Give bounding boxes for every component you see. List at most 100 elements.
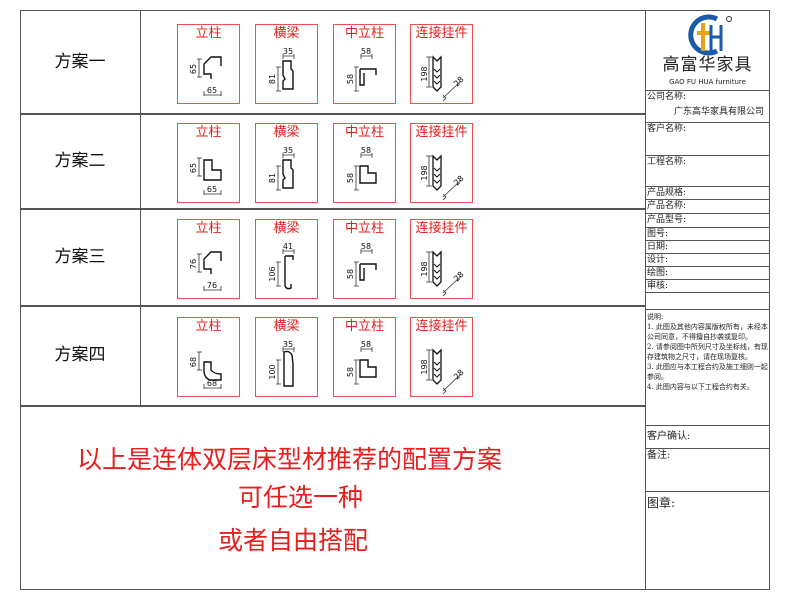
- product-name-field[interactable]: 产品名称:: [645, 200, 770, 214]
- profile-title: 中立柱: [344, 124, 384, 140]
- dimension-label: 68: [189, 357, 198, 367]
- note-item: 1. 此图及其他内容属版权所有，未经本公司同意，不得擅自抄袭或复印。: [647, 323, 768, 341]
- title-block-divider: [645, 10, 646, 590]
- dimension-label: 65: [207, 185, 217, 194]
- notes-section: 说明: 1. 此图及其他内容属版权所有，未经本公司同意，不得擅自抄袭或复印。 2…: [645, 310, 770, 426]
- draft-field[interactable]: 绘图:: [645, 267, 770, 280]
- notes-title: 说明:: [647, 313, 664, 321]
- scheme-label: 方案三: [54, 246, 106, 267]
- dimension-label: 58: [346, 367, 355, 377]
- profile-cell: 连接挂件 198 28: [410, 122, 473, 203]
- row-divider: [20, 305, 645, 307]
- profile-cell: 中立柱 58 58: [333, 317, 396, 397]
- logo-mark-icon: [688, 14, 732, 56]
- profile-section-drawing: 65 65: [189, 157, 222, 195]
- profile-title: 横梁: [273, 319, 300, 334]
- dimension-label: 58: [361, 242, 371, 251]
- dimension-label: 35: [283, 340, 293, 349]
- profile-title: 连接挂件: [415, 25, 468, 41]
- profile-cell: 中立柱 58 58: [333, 122, 396, 203]
- profile-title: 连接挂件: [415, 220, 468, 236]
- dimension-label: 35: [283, 47, 293, 56]
- profile-section-drawing: 198 28: [420, 54, 466, 101]
- profile-cell: 中立柱 58 58: [333, 218, 396, 299]
- review-field[interactable]: 审核:: [645, 280, 770, 293]
- dimension-label: 198: [420, 165, 429, 180]
- profile-cell: 立柱 65 65: [177, 122, 240, 203]
- project-field[interactable]: 工程名称:: [645, 156, 770, 187]
- dimension-label: 76: [189, 258, 198, 268]
- dimension-label: 106: [268, 266, 277, 281]
- design-field[interactable]: 设计:: [645, 254, 770, 267]
- dimension-label: 58: [361, 47, 371, 56]
- dimension-label: 58: [361, 146, 371, 155]
- dimension-label: 198: [420, 66, 429, 81]
- profile-cell: 连接挂件 198 28: [410, 23, 473, 104]
- profile-title: 立柱: [195, 319, 222, 334]
- spec-label: 产品规格:: [647, 188, 687, 198]
- dimension-label: 58: [346, 172, 355, 182]
- profile-title: 立柱: [195, 220, 222, 236]
- profile-cell: 连接挂件 198 28: [410, 317, 473, 397]
- model-label: 产品型号:: [647, 215, 687, 225]
- profile-section-drawing: 35 100: [268, 340, 295, 387]
- profile-cell: 立柱 65 65: [177, 23, 240, 104]
- profile-cell: 连接挂件 198 28: [410, 218, 473, 299]
- company-value: 广东高华家具有限公司: [673, 107, 764, 117]
- logo-chinese-name: 高富华家具: [662, 55, 753, 75]
- profile-title: 连接挂件: [415, 319, 468, 334]
- remark-field[interactable]: 备注:: [645, 449, 770, 492]
- dimension-label: 65: [189, 162, 198, 172]
- note-item: 4. 此图内容与以下工程合约有关。: [647, 383, 754, 391]
- product-name-label: 产品名称:: [647, 201, 687, 211]
- dimension-label: 28: [452, 173, 466, 187]
- dimension-label: 81: [268, 73, 277, 83]
- blank-field: [645, 293, 770, 310]
- profile-cell: 横梁 35 81: [255, 122, 318, 203]
- drawing-frame: [20, 10, 770, 590]
- date-field[interactable]: 日期:: [645, 241, 770, 254]
- profile-cell: 横梁 41 106: [255, 218, 318, 299]
- review-label: 审核:: [647, 281, 669, 291]
- profile-cell: 横梁 35 100: [255, 317, 318, 397]
- date-label: 日期:: [647, 242, 669, 252]
- profile-section-drawing: 35 81: [268, 47, 295, 91]
- profile-section-drawing: 198 28: [420, 153, 466, 200]
- profile-title: 横梁: [273, 124, 300, 140]
- profile-title: 中立柱: [344, 220, 384, 236]
- scheme-label: 方案一: [54, 51, 106, 72]
- dimension-label: 35: [283, 146, 293, 155]
- profile-title: 横梁: [273, 220, 300, 236]
- profile-title: 中立柱: [344, 319, 384, 334]
- profile-title: 横梁: [273, 25, 300, 41]
- dimension-label: 65: [189, 63, 198, 73]
- profile-section-drawing: 198 28: [420, 348, 466, 395]
- dimension-label: 76: [207, 281, 217, 290]
- dimension-label: 68: [207, 379, 217, 388]
- client-label: 客户名称:: [647, 124, 687, 134]
- drawing-no-field[interactable]: 图号:: [645, 228, 770, 241]
- profile-section-drawing: 58 58: [346, 47, 377, 91]
- profile-cell: 横梁 35 81: [255, 23, 318, 104]
- dimension-label: 58: [346, 73, 355, 83]
- dimension-label: 28: [452, 269, 466, 283]
- dimension-label: 28: [452, 74, 466, 88]
- profile-cell: 中立柱 58 58: [333, 23, 396, 104]
- model-field[interactable]: 产品型号:: [645, 214, 770, 228]
- remark-label: 备注:: [647, 450, 671, 461]
- profile-section-drawing: 58 58: [346, 340, 377, 385]
- dimension-label: 100: [268, 364, 277, 379]
- draft-label: 绘图:: [647, 268, 669, 278]
- dimension-label: 65: [207, 86, 217, 95]
- dimension-label: 198: [420, 359, 429, 374]
- note-item: 2. 请参阅图中所列尺寸及坐标线，有现存建筑物之尺寸，请在现场复核。: [647, 343, 768, 361]
- message-line-1: 以上是连体双层床型材推荐的配置方案: [77, 445, 503, 474]
- company-logo: 高富华家具 GAO FU HUA furniture: [645, 10, 770, 91]
- company-field: 公司名称: 广东高华家具有限公司: [645, 91, 770, 123]
- profile-title: 立柱: [195, 124, 222, 140]
- client-field[interactable]: 客户名称:: [645, 123, 770, 156]
- spec-field[interactable]: 产品规格:: [645, 187, 770, 200]
- client-confirm-field[interactable]: 客户确认:: [645, 426, 770, 449]
- logo-english-name: GAO FU HUA furniture: [669, 78, 746, 86]
- client-confirm-label: 客户确认:: [647, 431, 691, 442]
